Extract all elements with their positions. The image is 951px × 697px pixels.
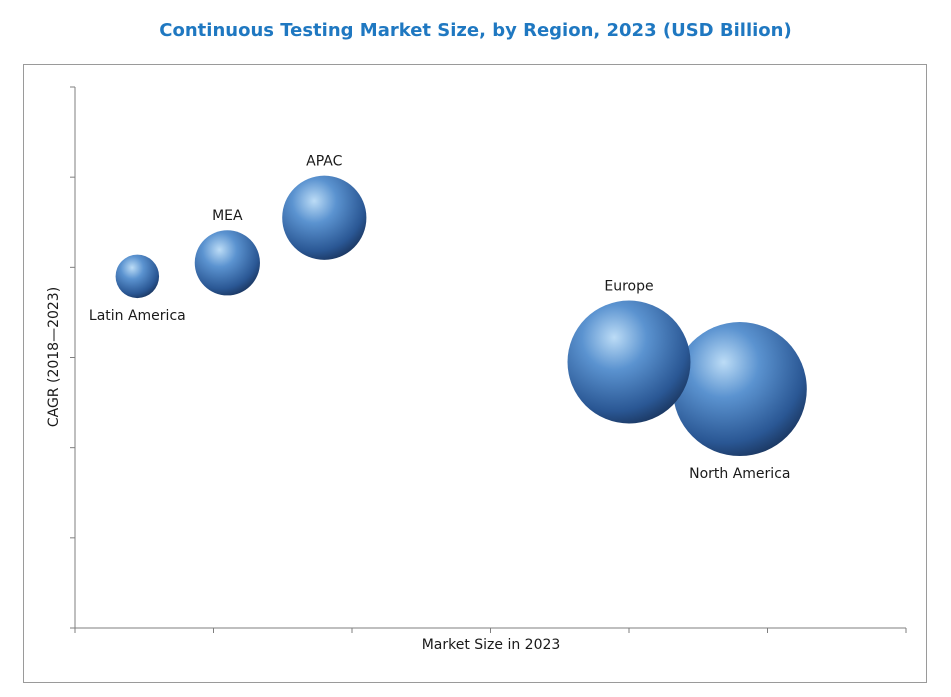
bubble-apac (282, 175, 367, 260)
bubble-mea (194, 230, 260, 296)
bubble-north-america (672, 322, 807, 457)
x-axis-title: Market Size in 2023 (422, 637, 561, 653)
bubbles (115, 175, 807, 457)
y-axis-title: CAGR (2018—2023) (46, 287, 62, 427)
bubble-label-north-america: North America (689, 466, 790, 482)
axes (70, 86, 907, 633)
chart-title: Continuous Testing Market Size, by Regio… (159, 20, 792, 41)
bubble-label-mea: MEA (212, 208, 243, 224)
bubble-labels: Latin America MEA APAC Europe North America (89, 154, 791, 482)
bubble-europe (567, 300, 691, 424)
bubble-label-apac: APAC (306, 154, 342, 170)
bubble-label-europe: Europe (604, 279, 653, 295)
bubble-latin-america (115, 254, 160, 299)
bubble-label-latin-america: Latin America (89, 308, 186, 324)
